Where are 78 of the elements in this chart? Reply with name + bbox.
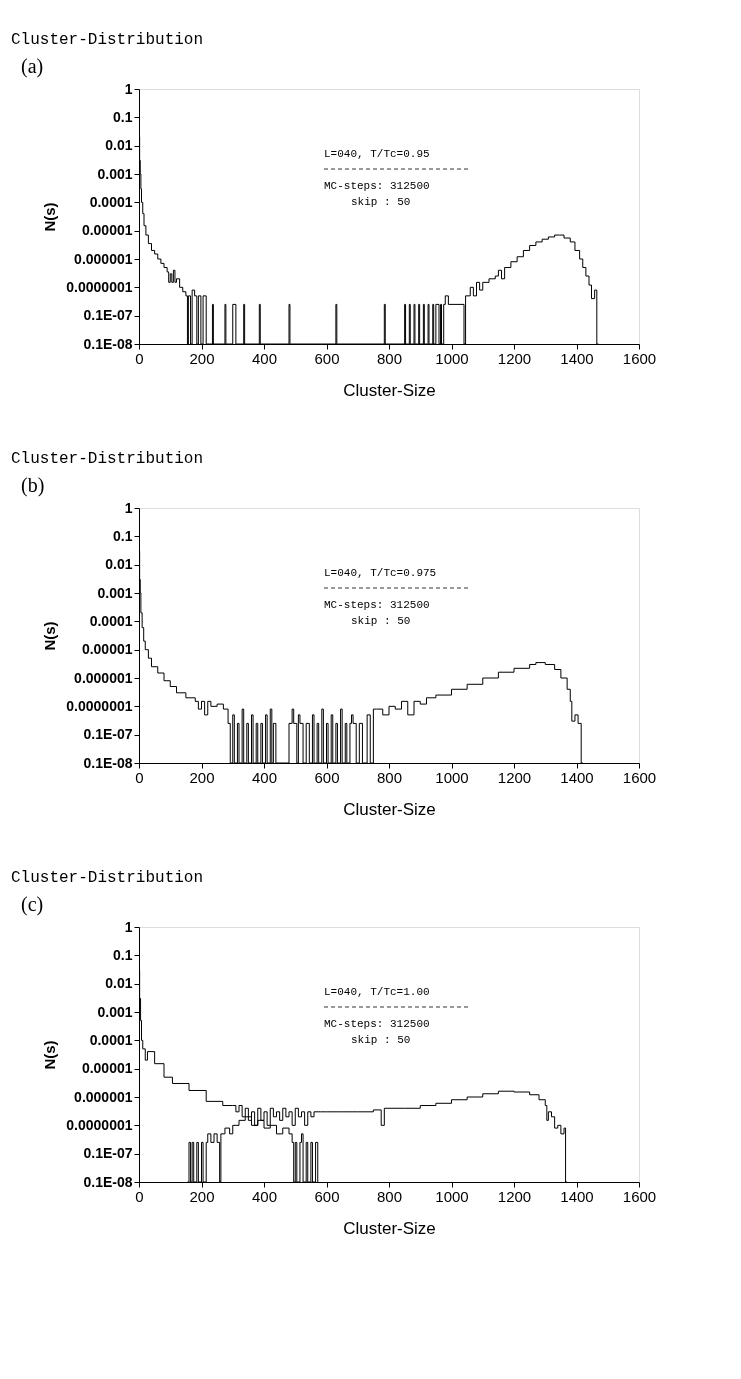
x-tick-label: 600	[314, 768, 340, 786]
y-tick-label: 0.001	[97, 1003, 133, 1020]
x-tick-label: 1200	[497, 349, 532, 367]
y-tick-label: 1	[124, 499, 133, 516]
x-axis-title: Cluster-Size	[343, 799, 436, 819]
y-tick-label: 0.1E-07	[83, 1145, 133, 1162]
text: (c)	[21, 893, 44, 916]
y-tick-label: 0.1E-07	[83, 307, 133, 324]
y-tick-label: 0.0001	[89, 193, 133, 210]
y-tick-label: 1	[124, 918, 133, 935]
y-tick-label: 0.00001	[81, 1060, 133, 1077]
x-tick-label: 400	[251, 349, 278, 367]
x-tick-label: 1400	[560, 1187, 594, 1205]
chart-title: Cluster-Distribution	[11, 31, 204, 49]
annotation: L=040, T/Tc=0.975	[324, 567, 437, 579]
y-tick-label: 1	[124, 80, 133, 97]
x-tick-label: 1000	[435, 768, 469, 786]
x-axis-title: Cluster-Size	[343, 1218, 436, 1238]
annotation: MC-steps: 312500	[324, 180, 430, 192]
x-tick-label: 1200	[497, 768, 532, 786]
y-tick-label: 0.00001	[81, 222, 133, 239]
y-tick-label: 0.01	[105, 556, 133, 573]
y-tick-label: 0.01	[105, 975, 133, 992]
y-tick-label: 0.1	[113, 108, 133, 125]
y-tick-label: 0.1E-08	[83, 754, 133, 771]
x-tick-label: 1000	[435, 349, 469, 367]
y-tick-label: 0.0001	[89, 612, 133, 629]
x-tick-label: 200	[189, 1187, 215, 1205]
y-tick-label: 0.000001	[74, 250, 133, 267]
annotation: MC-steps: 312500	[324, 599, 430, 611]
x-tick-label: 0	[135, 349, 144, 367]
x-tick-label: 400	[251, 1187, 278, 1205]
x-tick-label: 1400	[560, 349, 594, 367]
annotation: L=040, T/Tc=0.95	[324, 148, 430, 160]
x-tick-label: 800	[376, 349, 403, 367]
x-tick-label: 0	[135, 1187, 144, 1205]
x-tick-label: 1600	[622, 1187, 657, 1205]
y-tick-label: 0.1	[113, 946, 133, 963]
y-tick-label: 0.000001	[74, 669, 133, 686]
y-tick-label: 0.001	[97, 165, 133, 182]
x-tick-label: 400	[251, 768, 278, 786]
x-tick-label: 600	[314, 349, 340, 367]
annotation: skip : 50	[351, 1034, 411, 1046]
x-tick-label: 800	[376, 768, 403, 786]
x-tick-label: 200	[189, 349, 215, 367]
x-axis-title: Cluster-Size	[343, 380, 436, 400]
x-tick-label: 1600	[622, 349, 657, 367]
y-tick-label: 0.0001	[89, 1031, 133, 1048]
y-tick-label: 0.001	[97, 584, 133, 601]
x-tick-label: 1000	[435, 1187, 469, 1205]
y-tick-label: 0.01	[105, 137, 133, 154]
x-tick-label: 0	[135, 768, 144, 786]
y-tick-label: 0.0000001	[66, 278, 133, 295]
x-tick-label: 800	[376, 1187, 403, 1205]
y-axis-title: N(s)	[41, 621, 59, 651]
chart-title: Cluster-Distribution	[11, 869, 204, 887]
y-tick-label: 0.000001	[74, 1088, 133, 1105]
y-axis-title: N(s)	[41, 202, 59, 232]
annotation: L=040, T/Tc=1.00	[324, 986, 430, 998]
y-tick-label: 0.00001	[81, 641, 133, 658]
annotation: skip : 50	[351, 196, 411, 208]
chart-title: Cluster-Distribution	[11, 450, 204, 468]
x-tick-label: 1600	[622, 768, 657, 786]
text: (b)	[21, 474, 45, 497]
x-tick-label: 1200	[497, 1187, 532, 1205]
y-tick-label: 0.1E-08	[83, 335, 133, 352]
y-axis-title: N(s)	[41, 1040, 59, 1070]
y-tick-label: 0.0000001	[66, 1116, 133, 1133]
x-tick-label: 1400	[560, 768, 594, 786]
x-tick-label: 200	[189, 768, 215, 786]
annotation: skip : 50	[351, 615, 411, 627]
text: (a)	[21, 55, 44, 78]
y-tick-label: 0.1E-08	[83, 1173, 133, 1190]
y-tick-label: 0.0000001	[66, 697, 133, 714]
y-tick-label: 0.1E-07	[83, 726, 133, 743]
x-tick-label: 600	[314, 1187, 340, 1205]
annotation: MC-steps: 312500	[324, 1018, 430, 1030]
y-tick-label: 0.1	[113, 527, 133, 544]
